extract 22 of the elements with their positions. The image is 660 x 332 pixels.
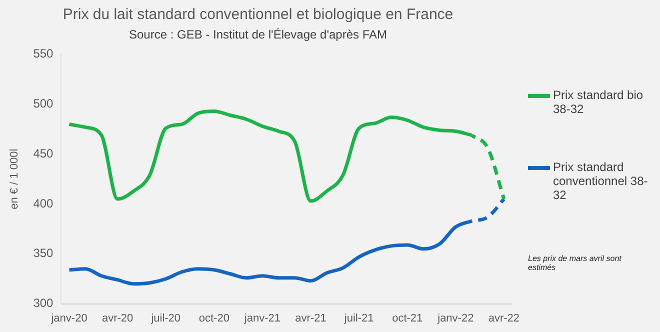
x-tick-label: oct-21 xyxy=(392,312,423,324)
y-tick-label: 400 xyxy=(33,196,54,210)
y-tick-label: 450 xyxy=(33,146,54,160)
chart-subtitle: Source : GEB - Institut de l'Élevage d'après FAM xyxy=(128,28,388,42)
legend-label: Prix standard conventionnel 38-32 xyxy=(553,160,649,202)
y-tick-label: 300 xyxy=(33,296,54,310)
legend-label: Prix standard bio 38-32 xyxy=(553,88,644,116)
y-tick-label: 550 xyxy=(33,46,54,61)
x-tick-label: janv-22 xyxy=(436,312,474,324)
x-tick-label: janv-20 xyxy=(50,312,88,324)
x-tick-label: oct-20 xyxy=(198,312,230,324)
x-tick-label: avr-22 xyxy=(488,312,520,324)
x-tick-label: juil-20 xyxy=(150,312,181,324)
x-tick-label: avr-20 xyxy=(102,312,134,324)
chart-title: Prix du lait standard conventionnel et biologique en France xyxy=(62,6,454,24)
x-tick-label: janv-21 xyxy=(243,312,280,324)
text: Les prix de mars avril sont estimés xyxy=(528,254,622,272)
y-tick-label: 350 xyxy=(33,246,54,260)
y-tick-label: 500 xyxy=(33,96,54,111)
y-axis-title: en € / 1 000l xyxy=(8,148,21,210)
x-tick-label: juil-21 xyxy=(343,312,374,324)
x-tick-label: avr-21 xyxy=(295,312,326,324)
